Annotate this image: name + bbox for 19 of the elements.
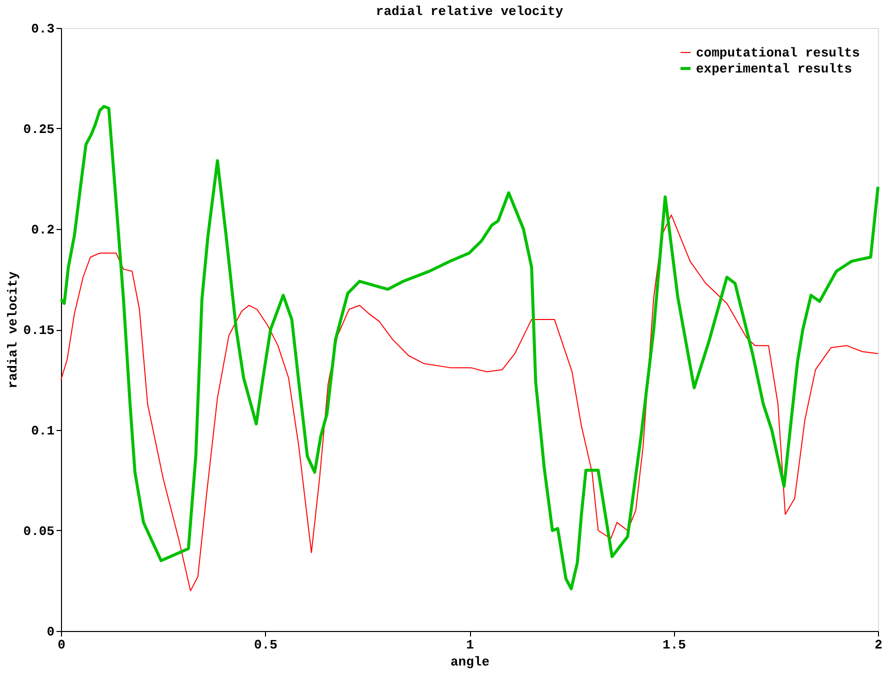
y-tick-label: 0.05	[23, 524, 55, 539]
y-axis-title: radial velocity	[5, 271, 20, 389]
line-series	[60, 214, 878, 592]
x-tick-label: 2	[874, 638, 883, 652]
x-tick-label: 0	[58, 638, 66, 652]
y-tick-label: 0	[46, 624, 55, 640]
legend-label: computational results	[696, 46, 860, 60]
y-tick-label: 0.2	[31, 222, 55, 238]
y-tick-label: 0.3	[31, 22, 55, 36]
x-tick-label: 0.5	[254, 638, 278, 652]
x-tick-label: 1.5	[662, 638, 686, 652]
x-tick-label: 1	[466, 638, 474, 652]
x-axis-title: angle	[450, 654, 490, 670]
legend-label: experimental results	[696, 62, 852, 76]
line-series	[60, 104, 880, 590]
y-tick-label: 0.15	[23, 323, 55, 338]
chart-title: radial relative velocity	[376, 4, 564, 19]
y-tick-label: 0.1	[31, 424, 55, 438]
y-tick-label: 0.25	[23, 122, 55, 137]
